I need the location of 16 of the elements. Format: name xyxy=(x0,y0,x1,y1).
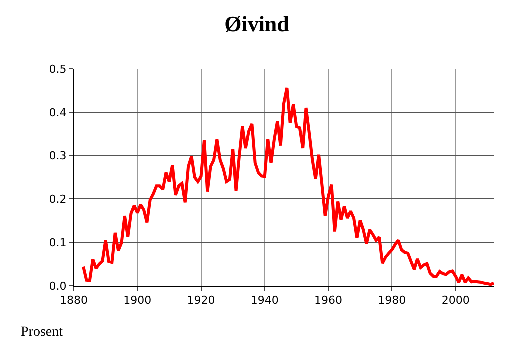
x-tick-label: 1900 xyxy=(124,294,152,308)
text: Prosent xyxy=(21,325,64,340)
x-tick-label: 1980 xyxy=(378,294,406,308)
x-tick-label: 1920 xyxy=(187,294,216,308)
y-tick-label: 0.0 xyxy=(49,280,67,293)
x-tick-label: 2000 xyxy=(442,294,470,308)
y-tick-label: 0.4 xyxy=(49,106,67,120)
y-tick-label: 0.5 xyxy=(49,62,67,76)
x-tick-label: 1880 xyxy=(60,294,88,308)
line-series xyxy=(82,86,494,286)
chart-title: Øivind xyxy=(224,12,290,37)
x-tick-label: 1940 xyxy=(250,294,279,308)
y-tick-label: 0.1 xyxy=(49,236,67,250)
x-tick-label: 1960 xyxy=(314,294,343,308)
y-tick-label: 0.3 xyxy=(49,150,67,163)
y-tick-label: 0.2 xyxy=(49,193,67,206)
